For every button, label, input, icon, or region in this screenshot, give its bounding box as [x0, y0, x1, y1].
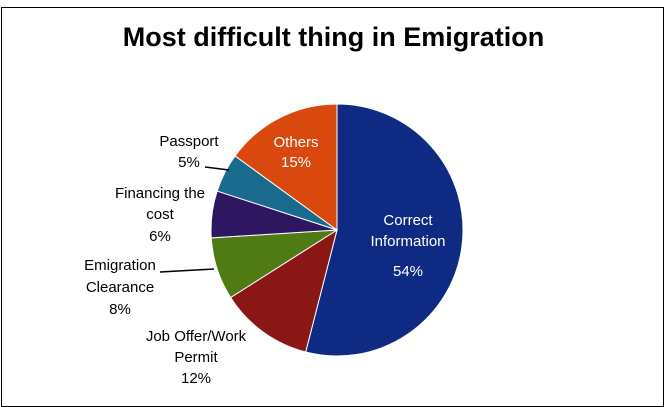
- slice-value-label: 8%: [109, 301, 131, 318]
- slice-label: Financing the: [115, 185, 205, 202]
- slice-label: Information: [370, 233, 445, 250]
- leader-line: [159, 268, 215, 273]
- slice-label: Emigration: [84, 257, 156, 274]
- slice-value-label: 12%: [181, 370, 211, 387]
- slice-value-label: 15%: [281, 154, 311, 171]
- pie-slice-others: [234, 103, 338, 231]
- pie-chart: Correct Information 54% Job Offer/Work Permi…: [84, 103, 464, 387]
- slice-label: cost: [146, 206, 174, 223]
- slice-label: Clearance: [86, 279, 154, 296]
- slice-value-label: 6%: [149, 228, 171, 245]
- slice-label: Permit: [174, 349, 218, 366]
- pie-slice-job-offer-work-permit: [229, 228, 338, 353]
- slice-label: Passport: [159, 133, 219, 150]
- leader-line: [204, 166, 230, 171]
- slice-label: Correct: [383, 212, 433, 229]
- slice-value-label: 5%: [178, 154, 200, 171]
- slice-label: Others: [273, 134, 318, 151]
- slice-label: Job Offer/Work: [146, 328, 247, 345]
- slice-value-label: 54%: [393, 263, 423, 280]
- chart-title: Most difficult thing in Emigration: [122, 22, 545, 52]
- pie-slice-correct-information: [305, 103, 464, 357]
